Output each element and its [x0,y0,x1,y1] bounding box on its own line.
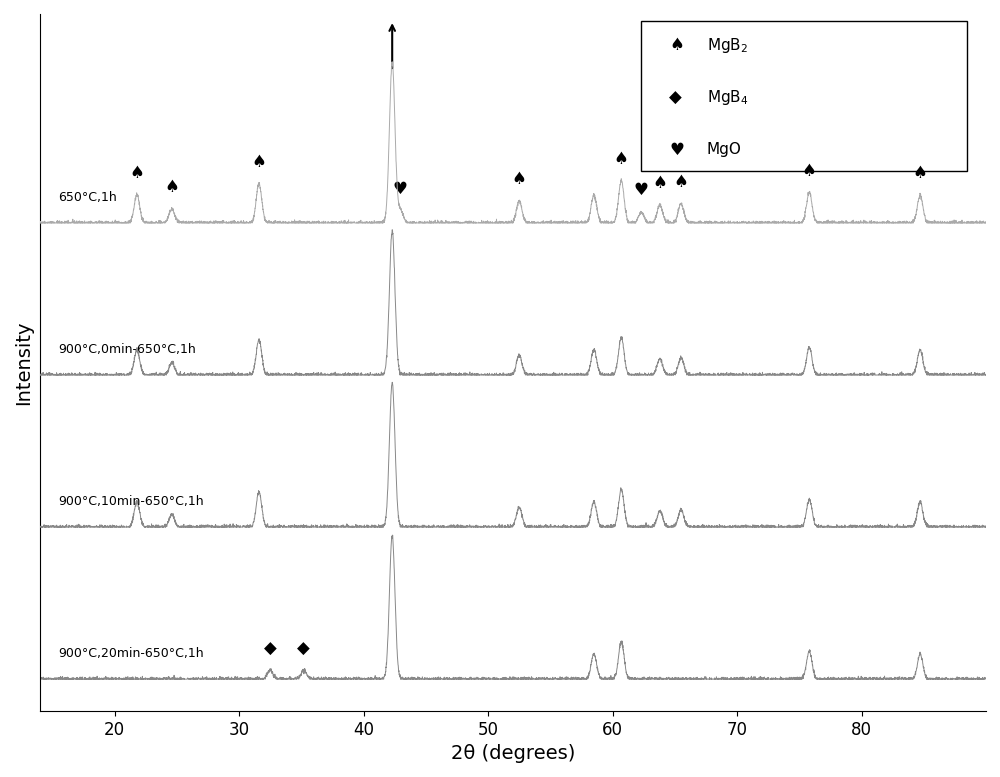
Bar [641,21,967,171]
Text: ♠: ♠ [802,162,817,179]
X-axis label: 2θ (degrees): 2θ (degrees) [451,744,575,763]
Text: ♠: ♠ [652,174,667,192]
Text: ♠: ♠ [674,172,688,191]
Text: ♠: ♠ [669,37,684,54]
Text: ♥: ♥ [669,141,684,159]
Text: MgO: MgO [707,142,742,157]
Text: 900°C,10min-650°C,1h: 900°C,10min-650°C,1h [59,495,204,508]
Text: ◆: ◆ [669,89,682,106]
Text: 900°C,0min-650°C,1h: 900°C,0min-650°C,1h [59,343,196,356]
Text: ♠: ♠ [164,179,179,197]
Text: ♠: ♠ [252,153,266,171]
Text: MgB$_2$: MgB$_2$ [707,36,748,54]
Text: ♠: ♠ [614,151,629,169]
Text: 900°C,20min-650°C,1h: 900°C,20min-650°C,1h [59,647,204,660]
Text: ◆: ◆ [297,639,310,657]
Text: ♥: ♥ [634,181,649,199]
Text: ◆: ◆ [264,639,277,657]
Text: MgB$_4$: MgB$_4$ [707,88,749,107]
Text: ♥: ♥ [393,179,408,198]
Text: ♠: ♠ [130,165,144,183]
Y-axis label: Intensity: Intensity [14,320,33,405]
Text: ♠: ♠ [913,165,928,183]
Text: 650°C,1h: 650°C,1h [59,191,117,204]
Text: ♠: ♠ [512,170,527,188]
